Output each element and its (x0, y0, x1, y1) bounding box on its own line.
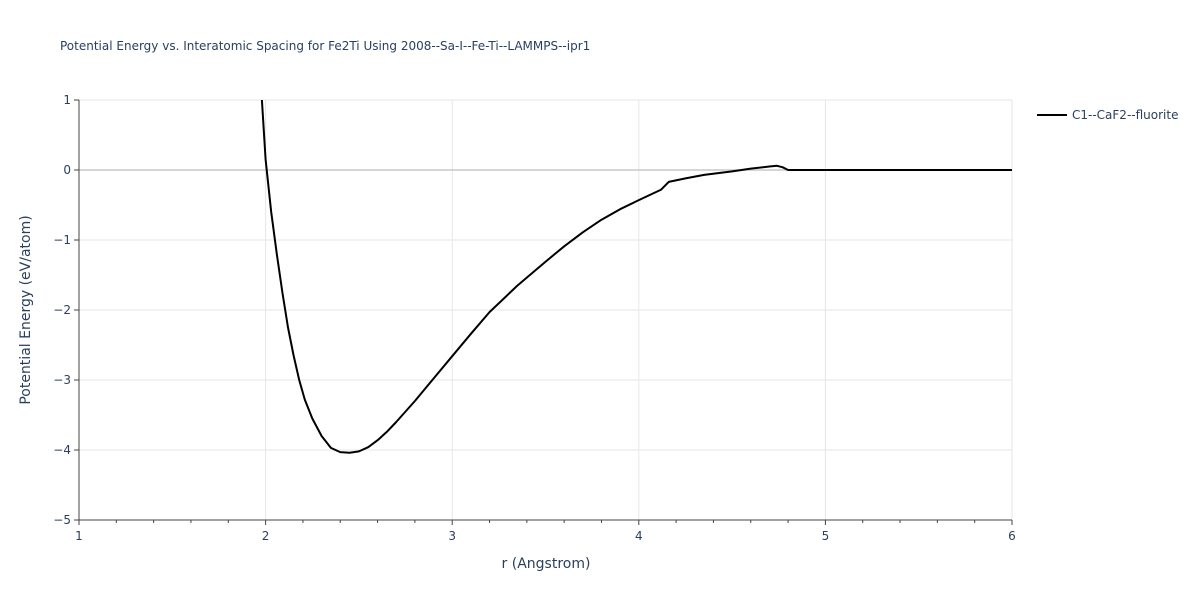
legend-label-0: C1--CaF2--fluorite (1072, 108, 1178, 122)
series-line-0 (260, 99, 1012, 454)
legend[interactable]: C1--CaF2--fluorite (1037, 108, 1178, 122)
grid (79, 99, 1013, 520)
y-tick-label-6: −5 (53, 513, 71, 527)
x-tick-label-2: 3 (448, 529, 456, 543)
y-ticks: 1 0 −1 −2 −3 −4 −5 (53, 93, 79, 527)
y-tick-label-5: −4 (53, 443, 71, 457)
plot-area (260, 99, 1012, 454)
x-tick-label-4: 5 (822, 529, 830, 543)
y-axis-title: Potential Energy (eV/atom) (18, 215, 34, 404)
x-tick-label-1: 2 (262, 529, 270, 543)
y-tick-label-1: 0 (63, 163, 71, 177)
y-tick-label-4: −3 (53, 373, 71, 387)
x-tick-label-0: 1 (75, 529, 83, 543)
x-tick-label-5: 6 (1008, 529, 1016, 543)
y-tick-label-2: −1 (53, 233, 71, 247)
y-tick-label-3: −2 (53, 303, 71, 317)
chart-title: Potential Energy vs. Interatomic Spacing… (60, 39, 590, 53)
x-axis-title: r (Angstrom) (502, 556, 591, 572)
x-tick-label-3: 4 (635, 529, 643, 543)
x-ticks: 1 2 3 4 5 6 (75, 520, 1016, 543)
y-tick-label-0: 1 (63, 93, 71, 107)
